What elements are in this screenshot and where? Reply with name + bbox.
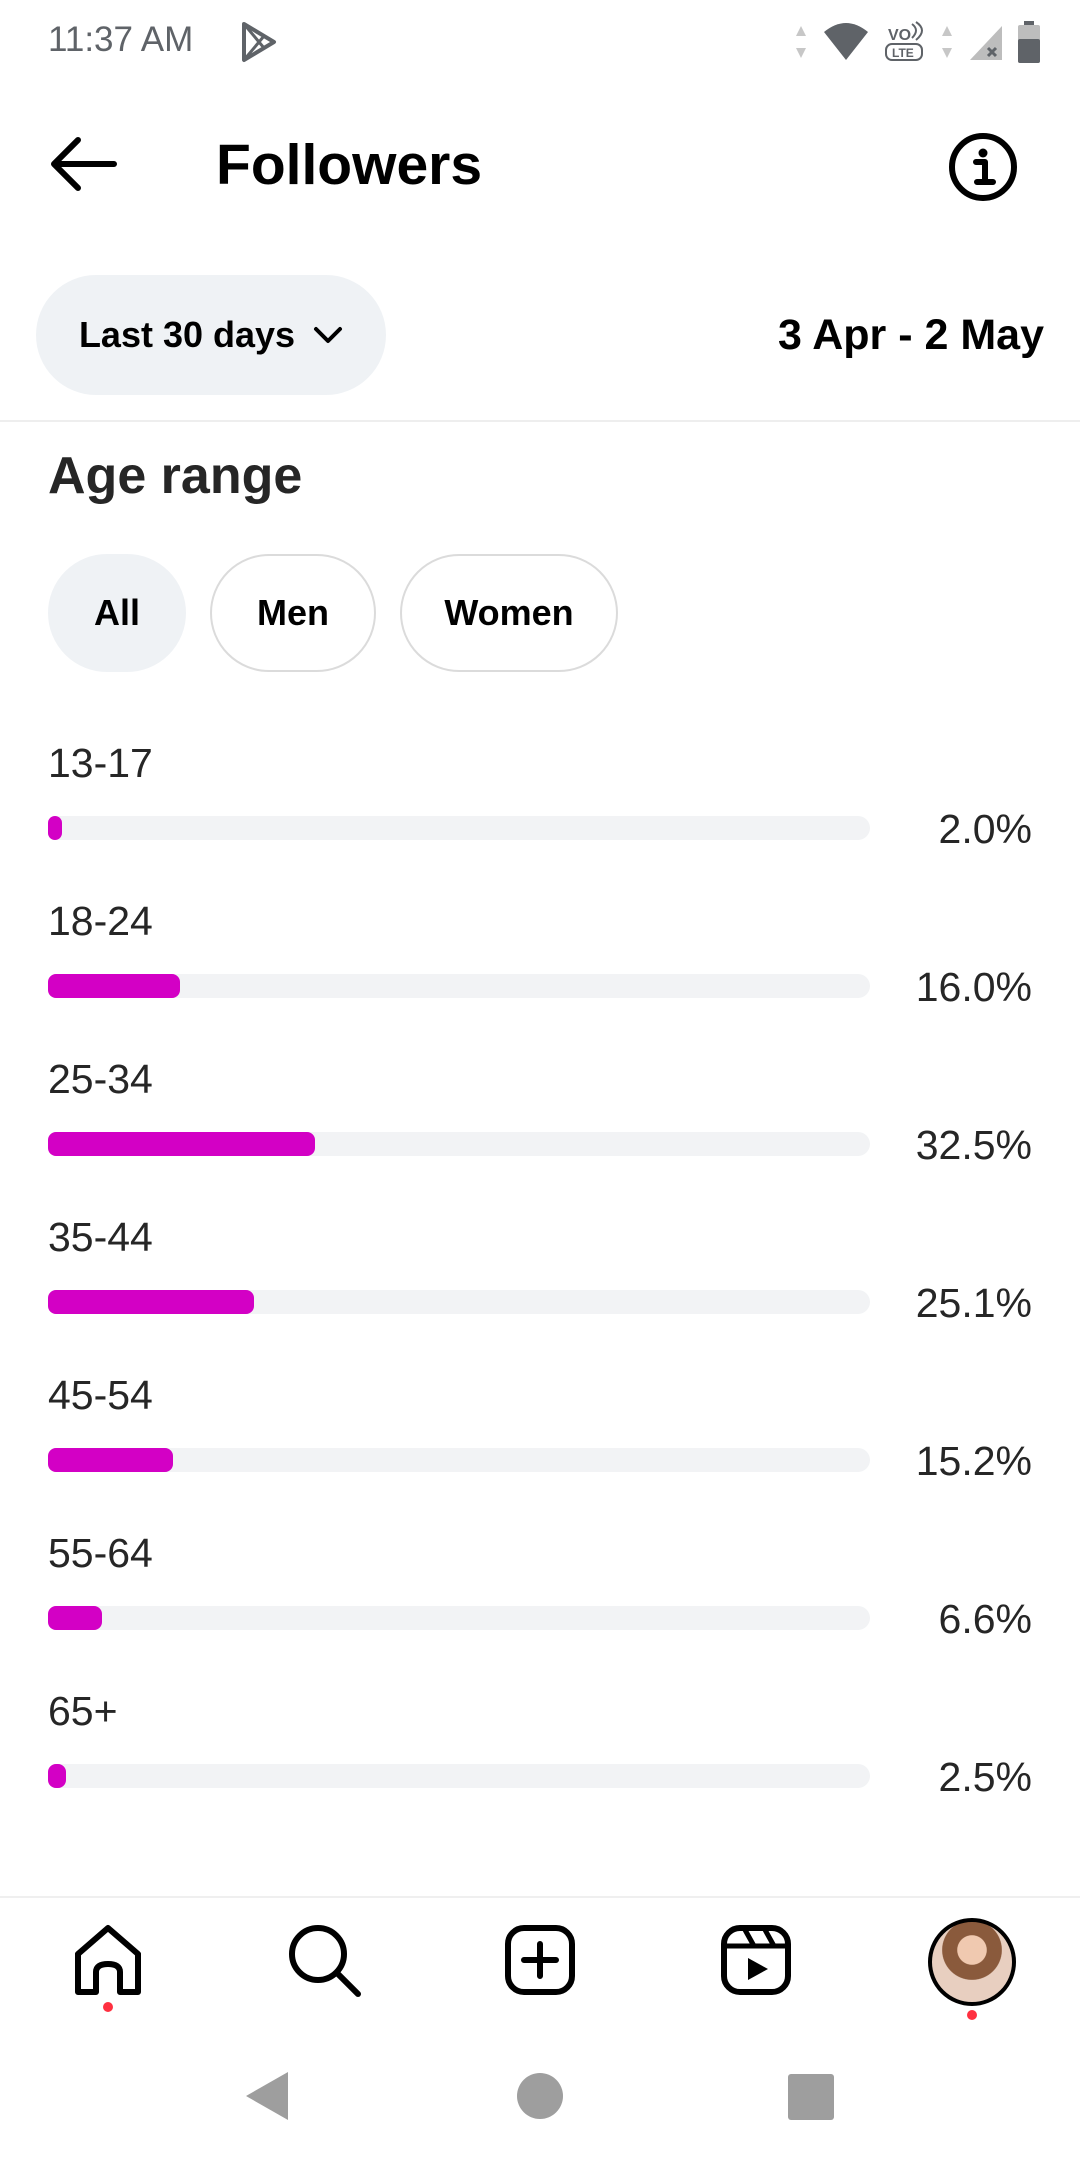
profile-avatar[interactable] xyxy=(928,1918,1016,2006)
notification-dot xyxy=(103,2002,113,2012)
age-label: 45-54 xyxy=(48,1372,153,1418)
date-range-row: Last 30 days 3 Apr - 2 May xyxy=(0,275,1080,395)
play-store-icon xyxy=(242,22,276,62)
status-icons: VO LTE xyxy=(794,18,1040,66)
bar-track xyxy=(48,816,870,840)
wifi-icon xyxy=(824,23,868,60)
age-label: 35-44 xyxy=(48,1214,153,1260)
bottom-nav xyxy=(0,1898,1080,2028)
age-label: 25-34 xyxy=(48,1056,153,1102)
age-row: 25-34 32.5% xyxy=(0,1052,1080,1210)
filter-chip-all[interactable]: All xyxy=(48,554,186,672)
data-arrows-icon xyxy=(796,26,806,58)
bar-fill xyxy=(48,1132,316,1156)
home-circle-icon[interactable] xyxy=(510,2066,570,2126)
date-range-dropdown-label: Last 30 days xyxy=(78,314,296,355)
section-title: Age range xyxy=(48,447,303,505)
signal-icon xyxy=(970,26,1002,60)
divider xyxy=(0,420,1080,422)
age-label: 18-24 xyxy=(48,898,153,944)
date-range-text: 3 Apr - 2 May xyxy=(777,311,1044,359)
gender-filter-chips: All Men Women xyxy=(48,554,618,676)
bar-track xyxy=(48,1290,870,1314)
filter-chip-men[interactable]: Men xyxy=(210,554,376,672)
age-range-list: 13-17 2.0% 18-24 16.0% 25-34 32.5% 35-44… xyxy=(0,736,1080,1842)
home-icon[interactable] xyxy=(68,1920,148,2000)
age-row: 35-44 25.1% xyxy=(0,1210,1080,1368)
age-percentage: 16.0% xyxy=(915,964,1032,1010)
divider xyxy=(0,1896,1080,1898)
bar-fill xyxy=(48,1764,67,1788)
bar-fill xyxy=(48,816,62,840)
age-row: 13-17 2.0% xyxy=(0,736,1080,894)
age-row: 45-54 15.2% xyxy=(0,1368,1080,1526)
back-triangle-icon[interactable] xyxy=(238,2066,298,2126)
bar-track xyxy=(48,974,870,998)
bar-fill xyxy=(48,1448,173,1472)
status-time: 11:37 AM xyxy=(48,20,194,59)
age-label: 55-64 xyxy=(48,1530,153,1576)
bar-track xyxy=(48,1448,870,1472)
create-icon[interactable] xyxy=(500,1920,580,2000)
age-percentage: 6.6% xyxy=(938,1596,1032,1642)
notification-dot xyxy=(967,2010,977,2020)
date-range-dropdown[interactable]: Last 30 days xyxy=(36,275,386,395)
battery-icon xyxy=(1018,21,1040,63)
info-icon[interactable] xyxy=(948,132,1018,202)
recents-square-icon[interactable] xyxy=(780,2066,840,2126)
age-percentage: 15.2% xyxy=(915,1438,1032,1484)
arrow-left-icon[interactable] xyxy=(44,132,124,196)
data-arrows-icon xyxy=(942,26,952,58)
volte-icon: VO LTE xyxy=(885,21,923,61)
age-percentage: 2.5% xyxy=(938,1754,1032,1800)
bar-track xyxy=(48,1606,870,1630)
bar-fill xyxy=(48,1290,255,1314)
bar-track xyxy=(48,1132,870,1156)
age-percentage: 32.5% xyxy=(915,1122,1032,1168)
age-percentage: 2.0% xyxy=(938,806,1032,852)
bar-fill xyxy=(48,974,180,998)
page-title: Followers xyxy=(216,133,483,197)
top-app-bar: Followers xyxy=(0,110,1080,220)
age-percentage: 25.1% xyxy=(915,1280,1032,1326)
search-icon[interactable] xyxy=(284,1920,364,2000)
system-nav-bar xyxy=(0,2040,1080,2160)
chevron-down-icon xyxy=(314,327,343,343)
age-label: 13-17 xyxy=(48,740,153,786)
age-row: 18-24 16.0% xyxy=(0,894,1080,1052)
reels-icon[interactable] xyxy=(716,1920,796,2000)
bar-track xyxy=(48,1764,870,1788)
age-row: 55-64 6.6% xyxy=(0,1526,1080,1684)
filter-chip-women[interactable]: Women xyxy=(400,554,618,672)
age-label: 65+ xyxy=(48,1688,118,1734)
svg-text:VO: VO xyxy=(888,27,911,44)
bar-fill xyxy=(48,1606,103,1630)
age-row: 65+ 2.5% xyxy=(0,1684,1080,1842)
svg-text:LTE: LTE xyxy=(892,46,914,60)
status-bar: 11:37 AM VO LTE xyxy=(0,0,1080,84)
